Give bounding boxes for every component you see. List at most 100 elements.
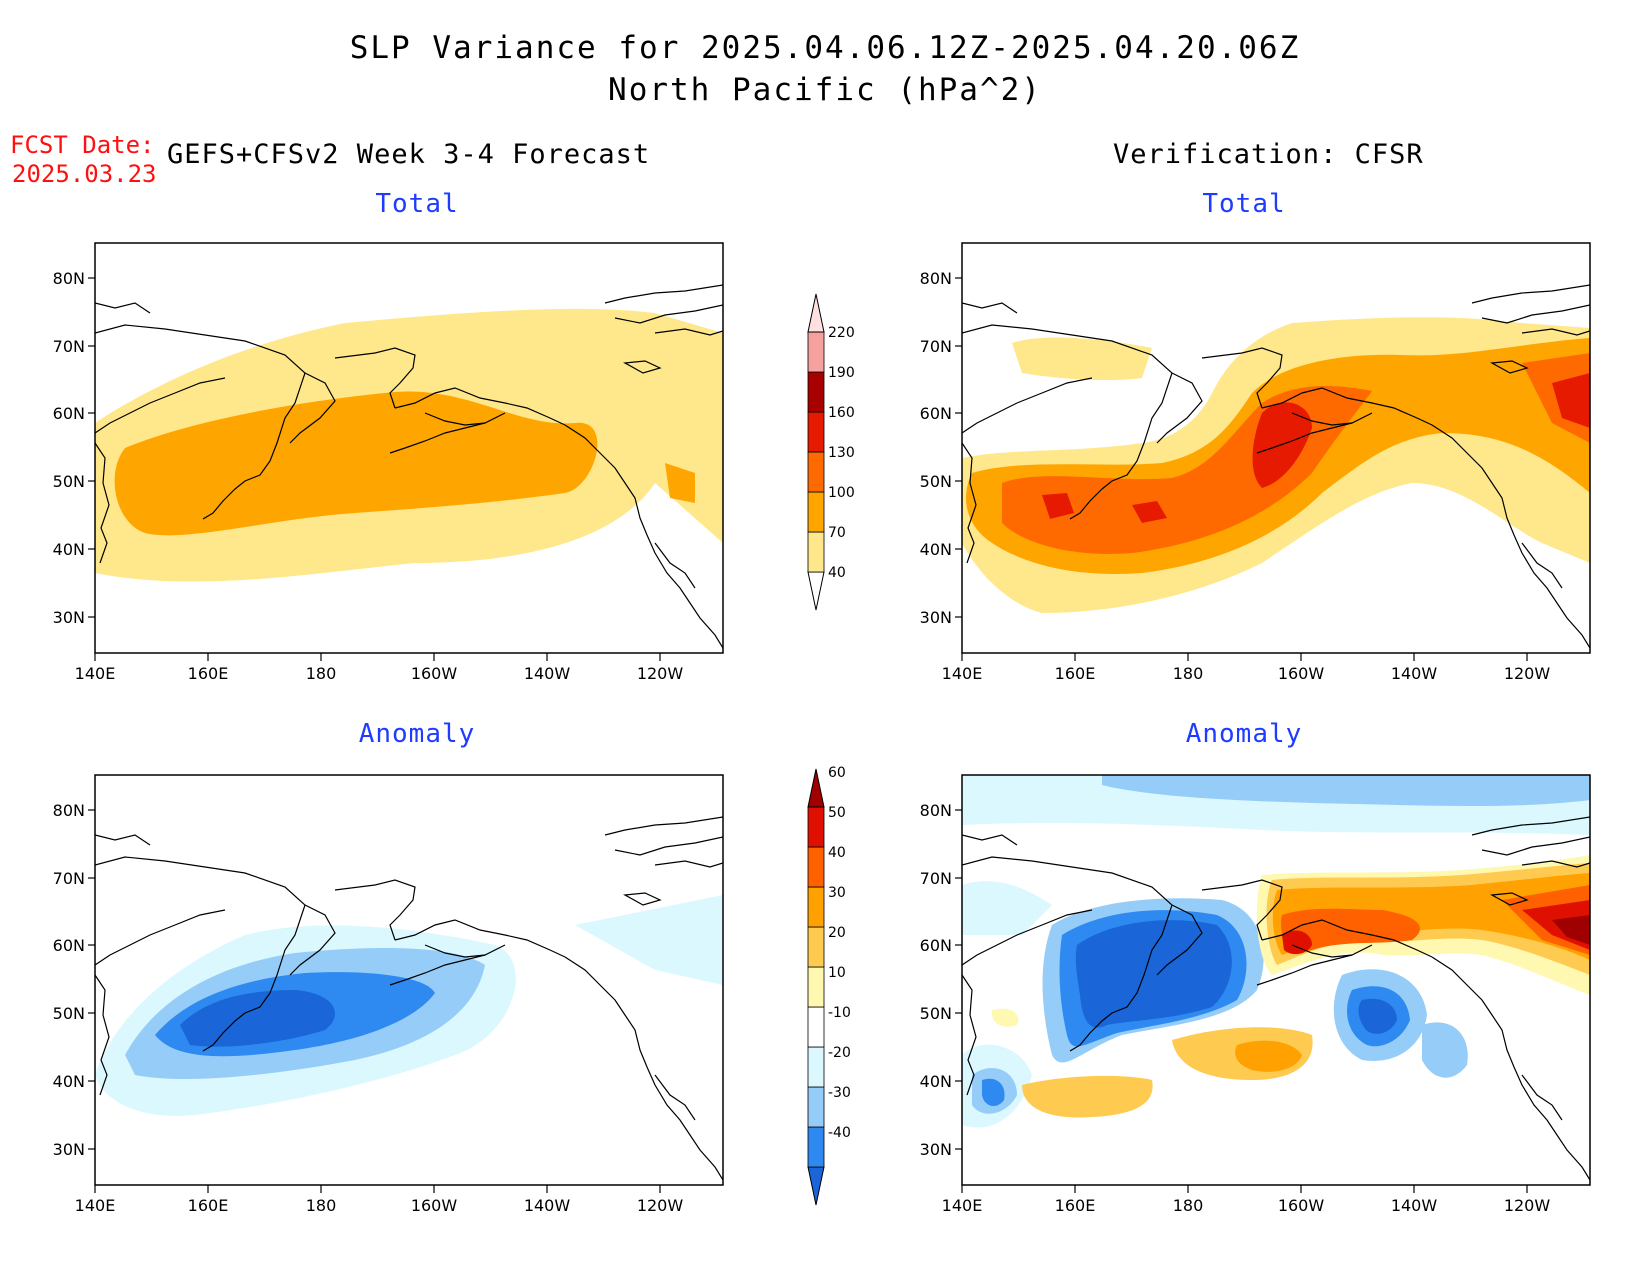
colorbar-level-label: 190 bbox=[828, 365, 855, 381]
lon-tick-label: 160W bbox=[1278, 1196, 1325, 1215]
map-fcst-total: 80N 70N 60N 50N 40N 30N 140E 160E 180 160W 140W 120… bbox=[53, 242, 724, 683]
colorbar-anomaly: -40 -30 -20 -10 10 20 30 40 50 60 bbox=[807, 765, 851, 1206]
lon-tick-label: 120W bbox=[1504, 664, 1551, 683]
lat-tick-label: 40N bbox=[920, 1072, 952, 1091]
panel-title-fcst-anomaly: Anomaly bbox=[358, 719, 476, 749]
lat-tick-label: 50N bbox=[920, 472, 952, 491]
colorbar-segment bbox=[807, 926, 825, 968]
colorbar-segment bbox=[807, 1086, 825, 1128]
lat-tick-label: 30N bbox=[53, 608, 85, 627]
colorbar-segment bbox=[807, 531, 825, 573]
colorbar-segment bbox=[807, 491, 825, 533]
colorbar-level-label: 30 bbox=[828, 885, 846, 901]
colorbar-level-label: 130 bbox=[828, 445, 855, 461]
lon-tick-label: 160E bbox=[188, 1196, 229, 1215]
colorbar-segment bbox=[807, 1046, 825, 1088]
lat-tick-label: 40N bbox=[53, 540, 85, 559]
lon-tick-label: 180 bbox=[306, 664, 337, 683]
fcst-anomaly-axes: 80N 70N 60N 50N 40N 30N 140E 160E 180 160W 140W 120… bbox=[53, 801, 684, 1215]
lat-tick-label: 30N bbox=[920, 1140, 952, 1159]
verif-anomaly-axes: 80N 70N 60N 50N 40N 30N 140E 160E 180 160W 140W 120… bbox=[920, 801, 1551, 1215]
colorbar-top-arrow bbox=[807, 293, 825, 333]
map-verif-total: 80N 70N 60N 50N 40N 30N 140E 160E 180 160W 140W 120… bbox=[920, 242, 1591, 683]
colorbar-level-label: -30 bbox=[828, 1085, 851, 1101]
colorbar-segment bbox=[807, 966, 825, 1008]
colorbar-level-label: 40 bbox=[828, 565, 846, 581]
lat-tick-label: 40N bbox=[53, 1072, 85, 1091]
lon-tick-label: 160W bbox=[411, 664, 458, 683]
verif-total-contours bbox=[962, 317, 1590, 613]
colorbar-segment bbox=[807, 451, 825, 493]
panel-title-fcst-total: Total bbox=[375, 189, 459, 219]
lon-tick-label: 180 bbox=[306, 1196, 337, 1215]
main-subtitle: North Pacific (hPa^2) bbox=[608, 72, 1042, 108]
colorbar-segment bbox=[807, 846, 825, 888]
colorbar-segment bbox=[807, 411, 825, 453]
colorbar-level-label: -40 bbox=[828, 1125, 851, 1141]
main-title: SLP Variance for 2025.04.06.12Z-2025.04.… bbox=[349, 30, 1301, 66]
lon-tick-label: 140W bbox=[524, 1196, 571, 1215]
lat-tick-label: 60N bbox=[53, 404, 85, 423]
colorbar-level-label: 10 bbox=[828, 965, 846, 981]
map-verif-anomaly: 80N 70N 60N 50N 40N 30N 140E 160E 180 160W 140W 120… bbox=[920, 774, 1591, 1215]
map-fcst-anomaly: 80N 70N 60N 50N 40N 30N 140E 160E 180 160W 140W 120… bbox=[53, 774, 724, 1215]
lat-tick-label: 80N bbox=[53, 269, 85, 288]
colorbar-segment bbox=[807, 1006, 825, 1048]
colorbar-total: 40 70 100 130 160 190 220 bbox=[807, 293, 855, 611]
lon-tick-label: 120W bbox=[1504, 1196, 1551, 1215]
colorbar-segment bbox=[807, 886, 825, 928]
lat-tick-label: 70N bbox=[920, 869, 952, 888]
lon-tick-label: 160E bbox=[1055, 1196, 1096, 1215]
right-column-header: Verification: CFSR bbox=[1113, 139, 1424, 170]
lat-tick-label: 80N bbox=[53, 801, 85, 820]
colorbar-segment bbox=[807, 806, 825, 848]
verif-total-axes: 80N 70N 60N 50N 40N 30N 140E 160E 180 160W 140W 120… bbox=[920, 269, 1551, 683]
lon-tick-label: 120W bbox=[637, 664, 684, 683]
lon-tick-label: 140E bbox=[942, 664, 983, 683]
lat-tick-label: 40N bbox=[920, 540, 952, 559]
colorbar-level-label: 70 bbox=[828, 525, 846, 541]
colorbar-level-label: -10 bbox=[828, 1005, 851, 1021]
panel-title-verif-anomaly: Anomaly bbox=[1185, 719, 1303, 749]
lon-tick-label: 140W bbox=[1391, 1196, 1438, 1215]
lat-tick-label: 60N bbox=[920, 936, 952, 955]
lat-tick-label: 80N bbox=[920, 269, 952, 288]
lat-tick-label: 30N bbox=[53, 1140, 85, 1159]
lon-tick-label: 160E bbox=[1055, 664, 1096, 683]
lon-tick-label: 180 bbox=[1173, 664, 1204, 683]
colorbar-segment bbox=[807, 1126, 825, 1168]
lon-tick-label: 140E bbox=[75, 664, 116, 683]
lat-tick-label: 50N bbox=[53, 1004, 85, 1023]
colorbar-level-label: 60 bbox=[828, 765, 846, 781]
colorbar-level-label: 100 bbox=[828, 485, 855, 501]
lon-tick-label: 120W bbox=[637, 1196, 684, 1215]
lon-tick-label: 140E bbox=[75, 1196, 116, 1215]
lon-tick-label: 160W bbox=[1278, 664, 1325, 683]
lon-tick-label: 140W bbox=[524, 664, 571, 683]
colorbar-segment bbox=[807, 371, 825, 413]
colorbar-level-label: -20 bbox=[828, 1045, 851, 1061]
lat-tick-label: 30N bbox=[920, 608, 952, 627]
left-column-header: GEFS+CFSv2 Week 3-4 Forecast bbox=[167, 139, 651, 170]
colorbar-bottom-arrow bbox=[807, 571, 825, 611]
fcst-total-axes: 80N 70N 60N 50N 40N 30N 140E 160E 180 160W 140W 120… bbox=[53, 269, 684, 683]
panel-title-verif-total: Total bbox=[1202, 189, 1286, 219]
lon-tick-label: 160W bbox=[411, 1196, 458, 1215]
fcst-date-label: FCST Date: bbox=[10, 131, 155, 159]
lon-tick-label: 140E bbox=[942, 1196, 983, 1215]
colorbar-level-label: 220 bbox=[828, 325, 855, 341]
lat-tick-label: 70N bbox=[920, 337, 952, 356]
lat-tick-label: 80N bbox=[920, 801, 952, 820]
colorbar-segment bbox=[807, 331, 825, 373]
colorbar-level-label: 40 bbox=[828, 845, 846, 861]
lon-tick-label: 140W bbox=[1391, 664, 1438, 683]
lon-tick-label: 180 bbox=[1173, 1196, 1204, 1215]
colorbar-top-arrow bbox=[807, 768, 825, 808]
lat-tick-label: 60N bbox=[53, 936, 85, 955]
lon-tick-label: 160E bbox=[188, 664, 229, 683]
lat-tick-label: 70N bbox=[53, 869, 85, 888]
colorbar-level-label: 50 bbox=[828, 805, 846, 821]
fcst-total-contours bbox=[95, 308, 723, 582]
fcst-date-value: 2025.03.23 bbox=[12, 160, 157, 188]
fcst-anomaly-contours bbox=[95, 895, 723, 1116]
